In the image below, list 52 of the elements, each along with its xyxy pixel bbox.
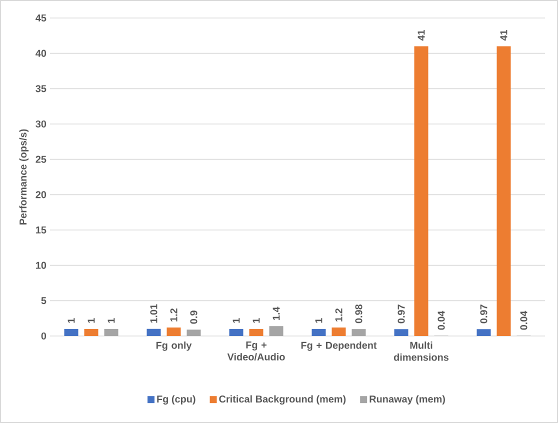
data-label: 1	[315, 318, 322, 323]
y-tick-label: 15	[36, 226, 46, 234]
data-label: 41	[500, 30, 508, 41]
bar	[332, 328, 346, 336]
data-label: 1	[232, 318, 240, 323]
y-tick-label: 40	[36, 50, 46, 57]
data-label: 1.4	[272, 306, 280, 320]
y-tick-label: 35	[36, 85, 46, 92]
bar	[352, 329, 366, 336]
y-tick-label: 0	[41, 332, 46, 340]
data-label: 1	[108, 318, 115, 323]
bar	[312, 328, 326, 336]
bar	[476, 329, 491, 336]
bar	[414, 46, 428, 336]
x-tick-label: Fg + Dependent	[301, 342, 377, 351]
data-label: 0.97	[398, 304, 405, 324]
bar	[394, 329, 408, 336]
x-tick-label: Multi dimensions	[394, 342, 449, 361]
bar	[186, 330, 201, 336]
y-tick-label: 5	[41, 297, 46, 304]
data-label: 0.04	[438, 310, 445, 330]
bar	[104, 328, 118, 336]
y-axis-title: Performance (ops/s)	[19, 129, 29, 224]
y-tick-label: 10	[36, 262, 46, 269]
data-label: 0.97	[480, 304, 488, 324]
legend-label: Fg (cpu)	[157, 395, 196, 405]
data-label: 1.2	[170, 308, 178, 322]
data-label: 1.2	[335, 308, 342, 322]
x-tick-label: Fg + Video/Audio	[227, 342, 285, 361]
y-tick-label: 20	[36, 191, 46, 198]
x-tick-label: Fg only	[156, 342, 192, 351]
data-label: 1	[252, 318, 260, 323]
y-tick-label: 45	[36, 14, 46, 22]
bar	[166, 328, 181, 336]
data-label: 1	[88, 318, 95, 323]
bar	[249, 328, 264, 336]
bar	[269, 326, 284, 336]
bar	[64, 328, 78, 336]
bar	[84, 328, 98, 336]
data-label: 1	[68, 318, 75, 323]
bar	[229, 328, 244, 336]
data-label: 0.98	[355, 304, 362, 324]
data-label: 1.01	[150, 304, 158, 323]
bar	[496, 46, 511, 336]
legend-label: Runaway (mem)	[370, 395, 445, 405]
y-tick-label: 25	[36, 156, 46, 163]
bar	[146, 328, 161, 336]
y-tick-label: 30	[36, 120, 46, 128]
data-label: 0.9	[190, 310, 198, 324]
data-label: 41	[418, 30, 425, 41]
data-label: 0.04	[520, 310, 528, 330]
legend-label: Critical Background (mem)	[219, 395, 346, 405]
